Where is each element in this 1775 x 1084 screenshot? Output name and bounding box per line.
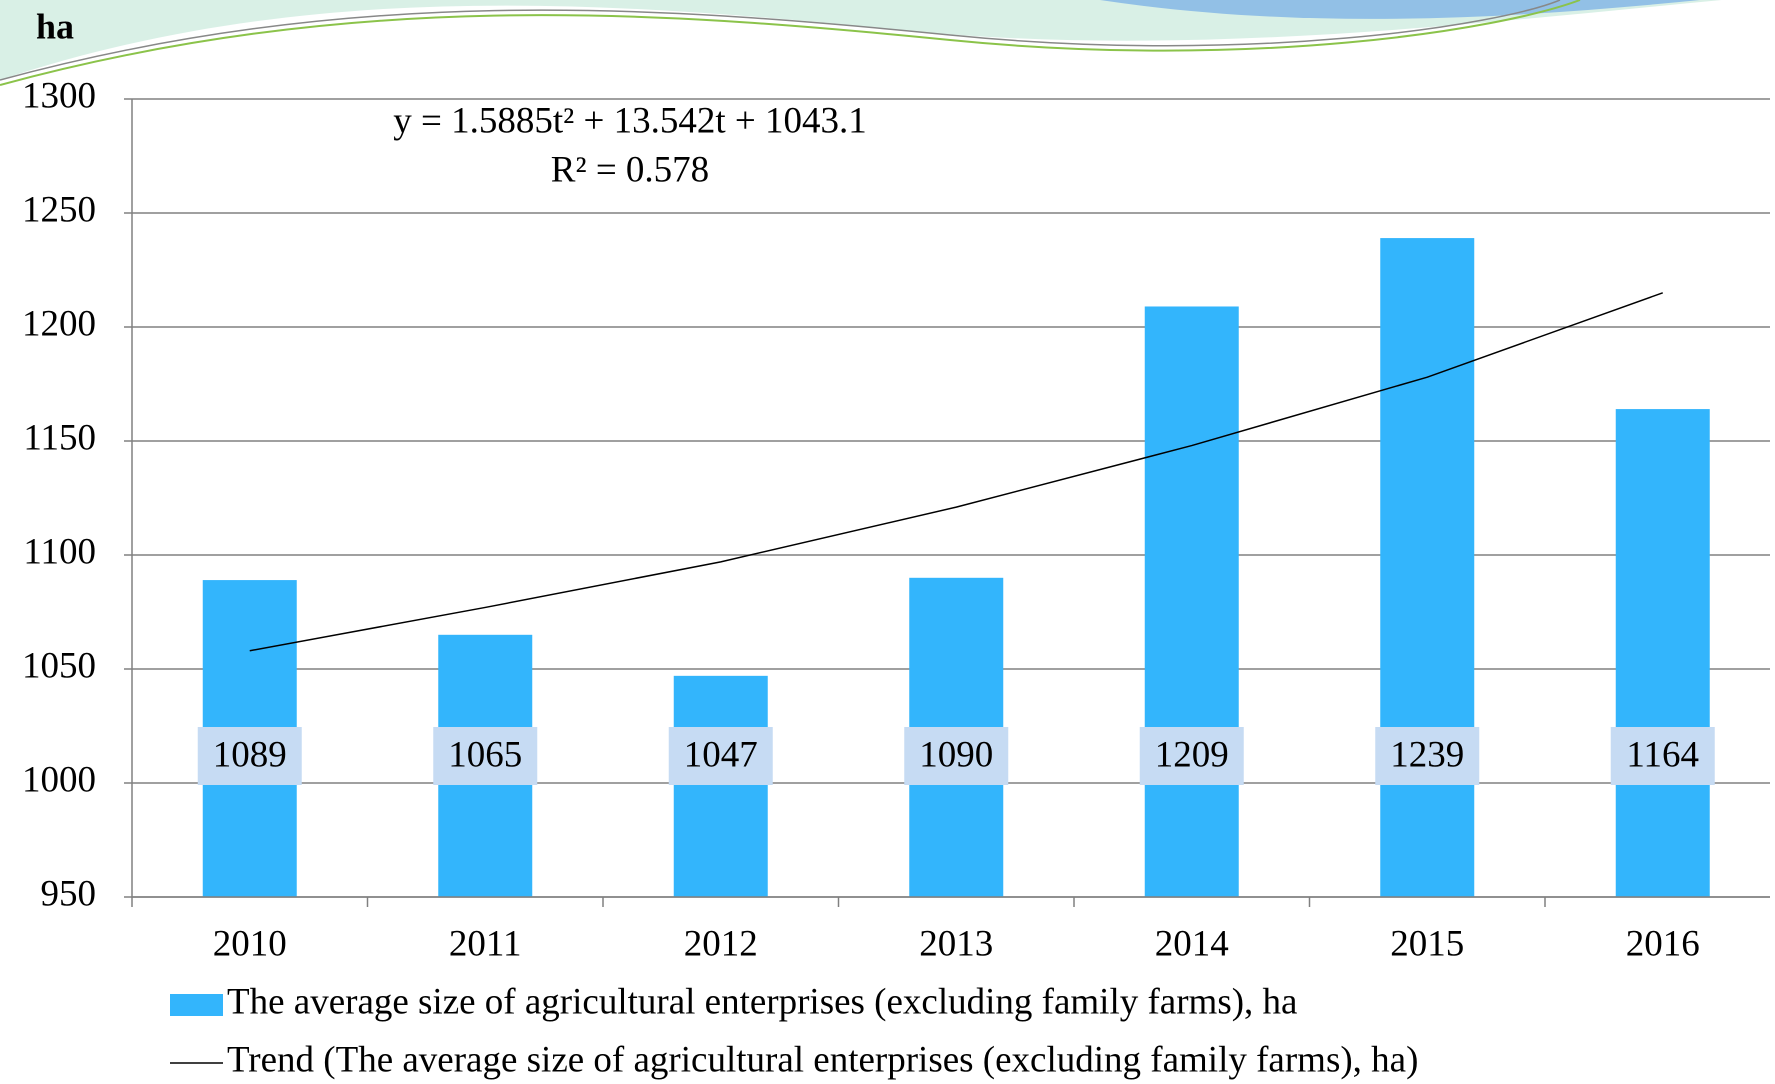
legend-label: The average size of agricultural enterpr… — [227, 981, 1297, 1022]
bar — [1380, 238, 1475, 897]
y-tick-label: 1050 — [22, 645, 96, 686]
y-tick-label: 950 — [41, 873, 97, 914]
value-label-box — [668, 727, 773, 785]
y-tick-label: 1300 — [22, 75, 96, 116]
equation: y = 1.5885t² + 13.542t + 1043.1 — [393, 100, 867, 141]
decoration — [0, 0, 1775, 86]
y-tick-label: 1250 — [22, 189, 96, 230]
x-tick-label: 2013 — [919, 923, 993, 964]
value-label: 1089 — [213, 734, 287, 775]
trend-line — [249, 292, 1664, 652]
value-label: 1239 — [1390, 734, 1464, 775]
x-tick-label: 2012 — [684, 923, 758, 964]
bar — [673, 675, 768, 897]
legend-label: Trend (The average size of agricultural … — [227, 1039, 1418, 1080]
bar — [1144, 306, 1239, 898]
x-tick-label: 2014 — [1155, 923, 1229, 964]
value-label-box — [1610, 727, 1715, 785]
value-label: 1047 — [684, 734, 758, 775]
value-label-box — [433, 727, 538, 785]
x-tick-label: 2015 — [1390, 923, 1464, 964]
y-tick-label: 1100 — [23, 531, 96, 572]
value-label-box — [904, 727, 1009, 785]
legend-swatch — [170, 994, 223, 1016]
x-tick-label: 2010 — [213, 923, 287, 964]
value-label: 1164 — [1626, 734, 1699, 775]
bar — [1615, 409, 1710, 897]
value-label: 1090 — [919, 734, 993, 775]
value-label-box — [1139, 727, 1244, 785]
y-tick-label: 1200 — [22, 303, 96, 344]
y-tick-label: 1150 — [23, 417, 96, 458]
value-label-box — [197, 727, 302, 785]
x-tick-label: 2016 — [1626, 923, 1700, 964]
y-tick-label: 1000 — [22, 759, 96, 800]
r-squared: R² = 0.578 — [551, 149, 709, 190]
x-tick-label: 2011 — [449, 923, 522, 964]
y-axis-label: ha — [36, 6, 74, 46]
value-label: 1065 — [448, 734, 522, 775]
value-label-box — [1375, 727, 1480, 785]
value-label: 1209 — [1155, 734, 1229, 775]
